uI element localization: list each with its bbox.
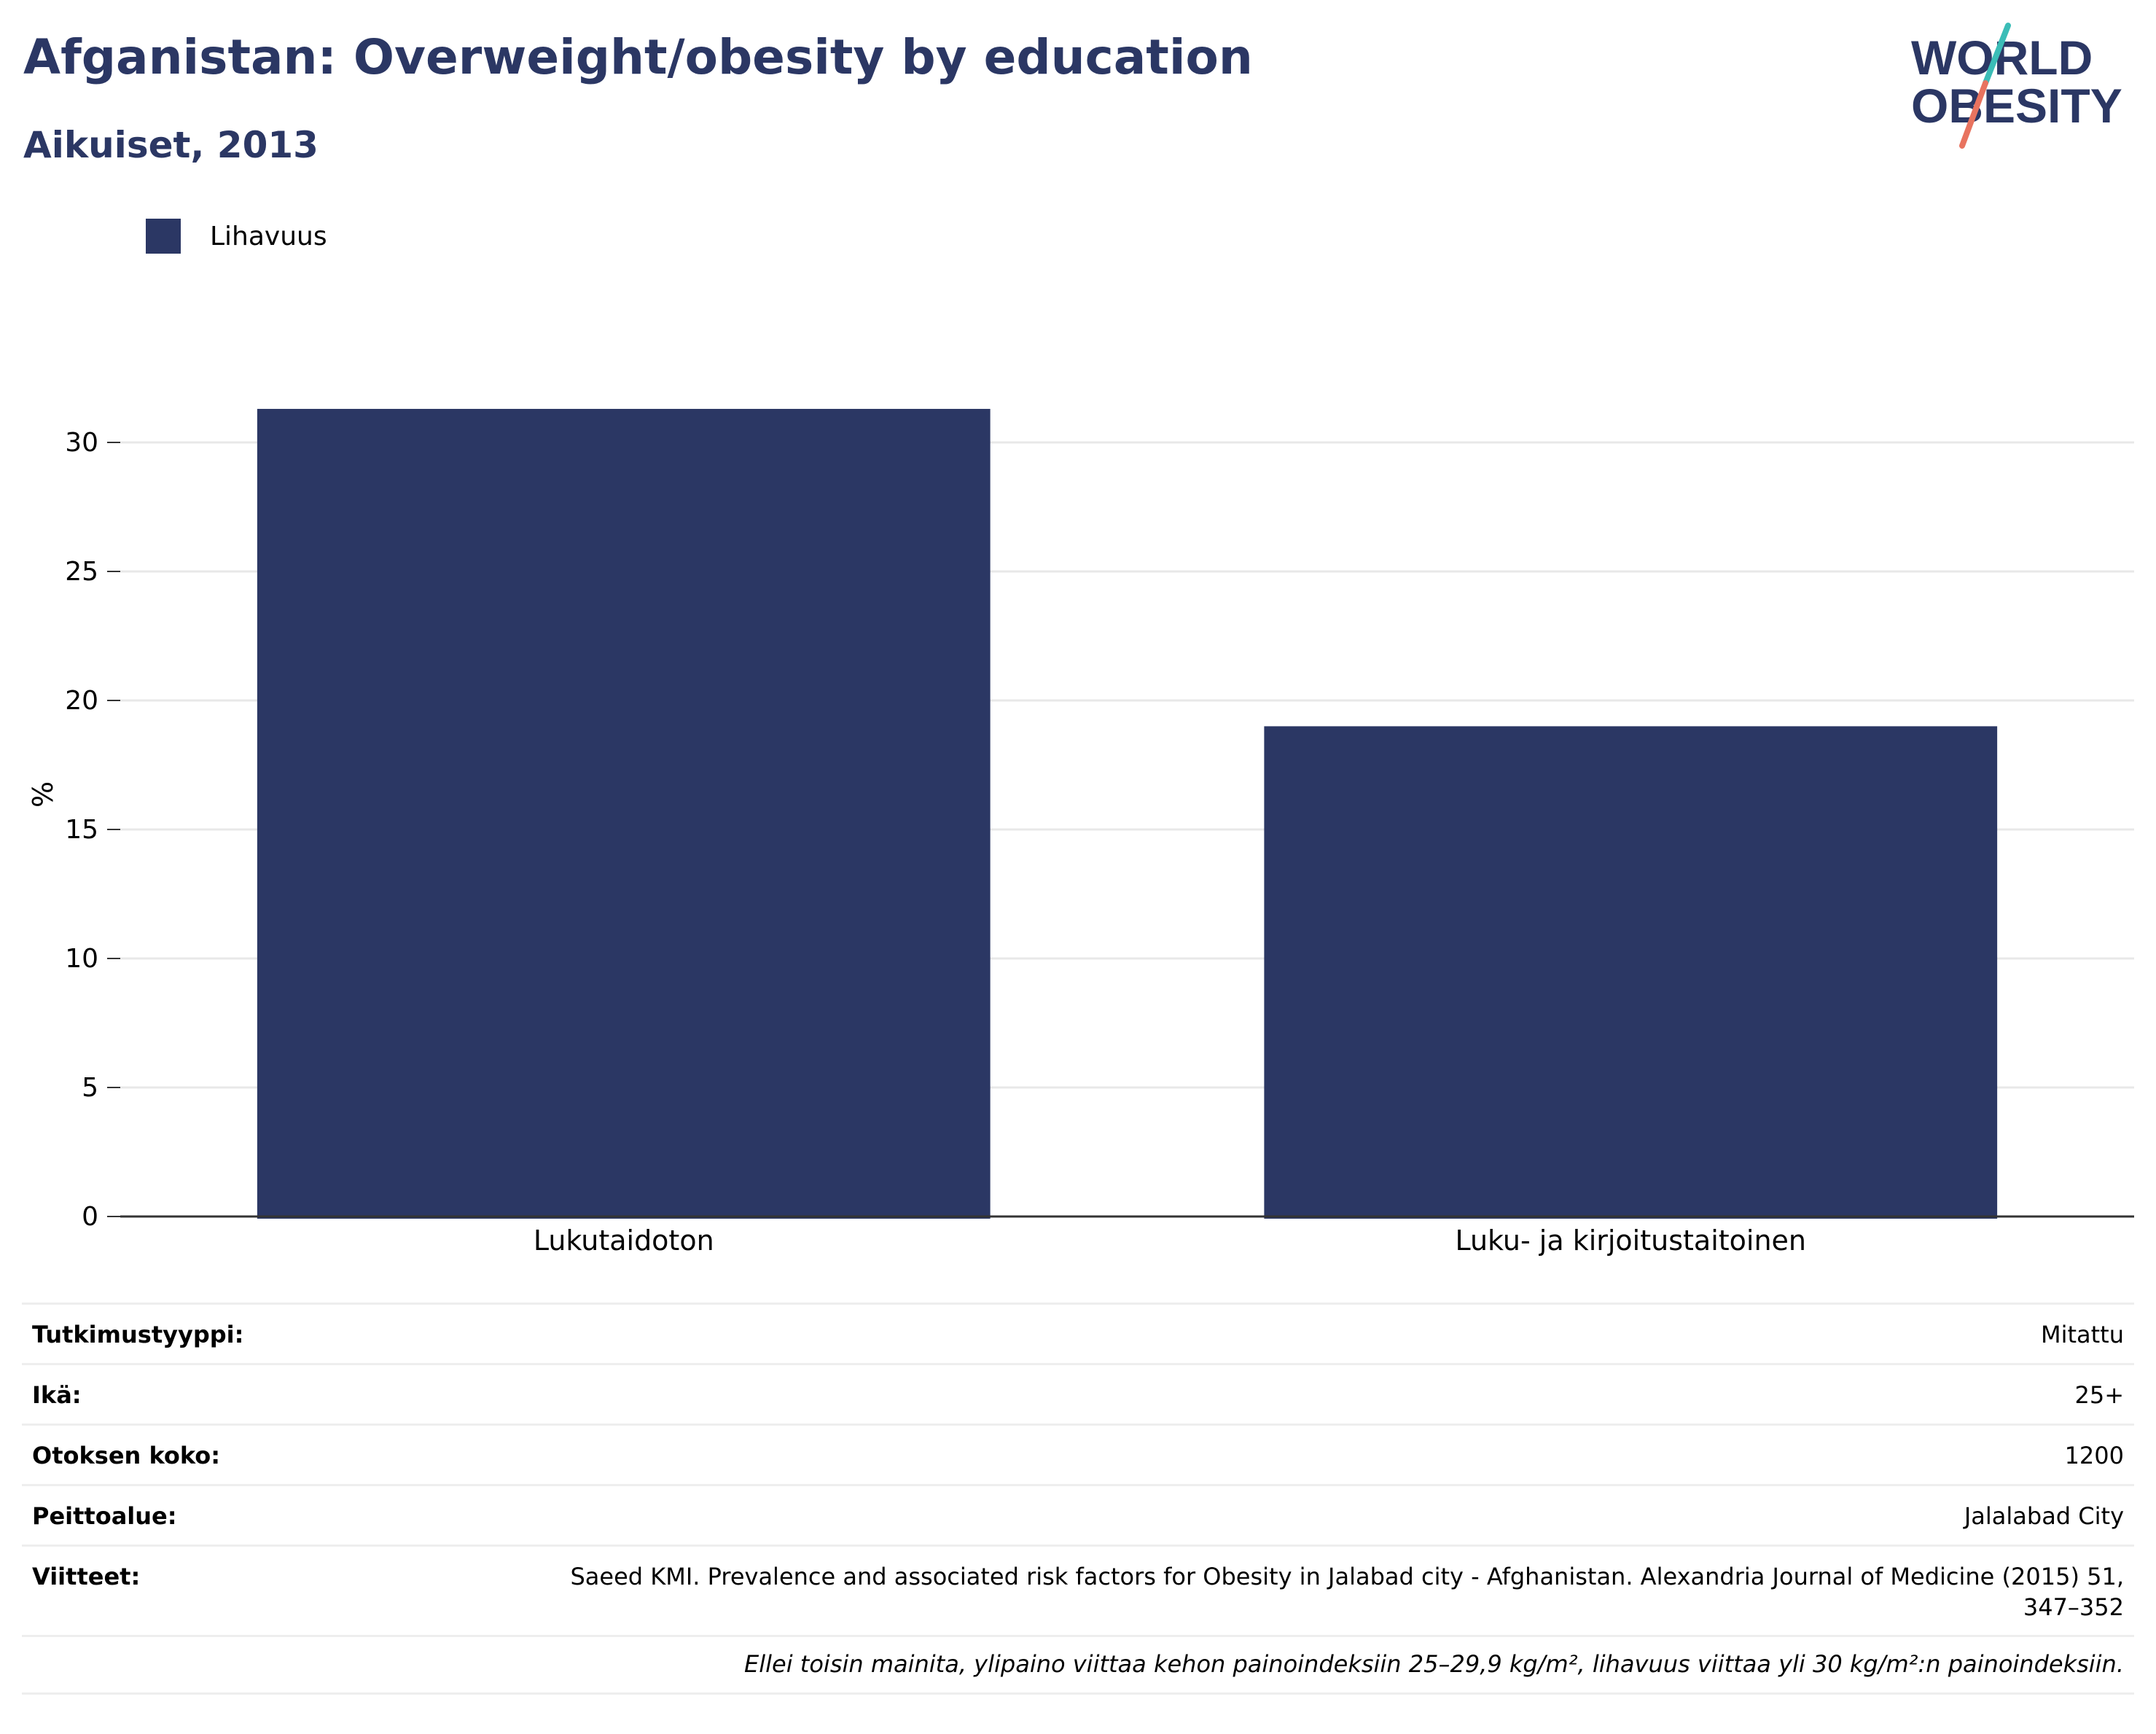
details-value: 25+	[2074, 1381, 2124, 1409]
details-value: 1200	[2064, 1442, 2124, 1469]
y-tick-label: 30	[65, 428, 98, 458]
details-row-coverage: Peittoalue: Jalalabad City	[22, 1484, 2134, 1544]
details-label: Viitteet:	[32, 1563, 141, 1590]
details-row-age: Ikä: 25+	[22, 1363, 2134, 1423]
y-tick-label: 0	[82, 1202, 98, 1232]
details-label: Otoksen koko:	[32, 1442, 221, 1469]
y-tick-label: 10	[65, 944, 98, 974]
chart-legend: Lihavuus	[146, 217, 327, 255]
details-row-sample-size: Otoksen koko: 1200	[22, 1423, 2134, 1484]
y-tick-label: 25	[65, 557, 98, 587]
x-category-label: Luku- ja kirjoitustaitoinen	[1455, 1225, 1806, 1257]
y-tick-label: 15	[65, 815, 98, 845]
bar-2	[1264, 726, 1998, 1219]
bar-chart: 0 5 10 15 20 25 30 Lukutaidoton Luku- ja kirjoit…	[27, 408, 2134, 1257]
x-category-label: Lukutaidoton	[534, 1225, 714, 1257]
details-value-reference: Saeed KMI. Prevalence and associated ris…	[570, 1561, 2124, 1622]
logo-slash-top	[1983, 23, 2011, 86]
definition-note: Ellei toisin mainita, ylipaino viittaa k…	[22, 1635, 2134, 1695]
details-value: Jalalabad City	[1964, 1502, 2124, 1530]
logo-slash-bottom	[1959, 80, 1988, 149]
details-label: Tutkimustyyppi:	[32, 1321, 244, 1348]
y-axis-label: %	[27, 781, 59, 808]
details-row-study-type: Tutkimustyyppi: Mitattu	[22, 1303, 2134, 1363]
chart-subtitle: Aikuiset, 2013	[23, 124, 319, 166]
y-tick-label: 20	[65, 686, 98, 716]
bar-1	[257, 408, 991, 1219]
details-label: Ikä:	[32, 1381, 82, 1409]
details-table: Tutkimustyyppi: Mitattu Ikä: 25+ Otoksen…	[22, 1303, 2134, 1695]
world-obesity-logo: WORLD OBESITY	[1911, 23, 2122, 149]
y-tick-label: 5	[82, 1073, 98, 1103]
logo-text-obesity: OBESITY	[1911, 79, 2122, 133]
reference-line-2: 347–352	[2023, 1593, 2124, 1621]
details-label: Peittoalue:	[32, 1502, 177, 1530]
legend-label-lihavuus: Lihavuus	[210, 221, 327, 251]
reference-line-1: Saeed KMI. Prevalence and associated ris…	[570, 1563, 2124, 1590]
legend-swatch-lihavuus	[146, 219, 181, 254]
details-value: Mitattu	[2040, 1321, 2124, 1348]
details-row-references: Viitteet: Saeed KMI. Prevalence and asso…	[22, 1544, 2134, 1635]
chart-title: Afganistan: Overweight/obesity by educat…	[23, 29, 1253, 85]
